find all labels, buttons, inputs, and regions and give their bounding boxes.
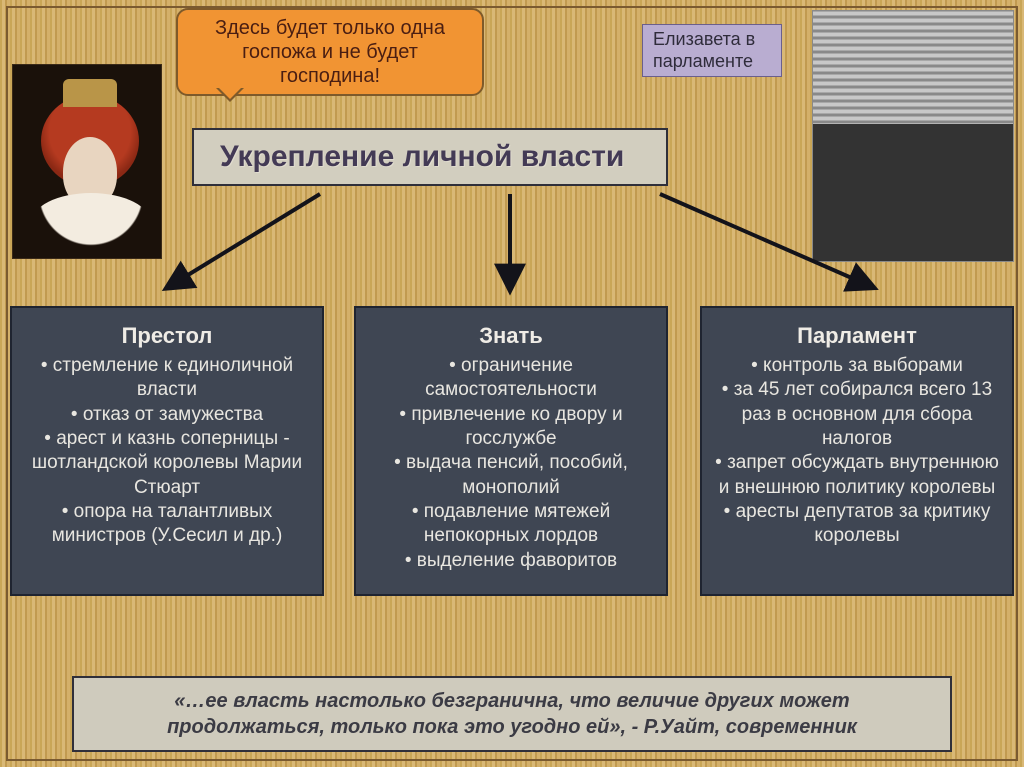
portrait-elizabeth <box>12 64 162 259</box>
main-title: Укрепление личной власти <box>192 128 668 186</box>
card-heading: Парламент <box>712 322 1002 350</box>
arrow-mid <box>470 186 550 296</box>
speech-bubble: Здесь будет только одна госпожа и не буд… <box>176 8 484 96</box>
arrow-left <box>150 186 350 296</box>
card-parliament: Парламент • контроль за выборами • за 45… <box>700 306 1014 596</box>
arrow-right <box>630 186 890 296</box>
card-heading: Знать <box>366 322 656 350</box>
card-nobility: Знать • ограничение самостоятельности • … <box>354 306 668 596</box>
card-heading: Престол <box>22 322 312 350</box>
card-throne: Престол • стремление к единоличной власт… <box>10 306 324 596</box>
card-bullets: • ограничение самостоятельности • привле… <box>366 354 656 573</box>
engraving-caption: Елизавета в парламенте <box>642 24 782 77</box>
card-bullets: • стремление к единоличной власти • отка… <box>22 354 312 549</box>
footer-quote: «…ее власть настолько безгранична, что в… <box>72 676 952 752</box>
card-bullets: • контроль за выборами • за 45 лет собир… <box>712 354 1002 549</box>
